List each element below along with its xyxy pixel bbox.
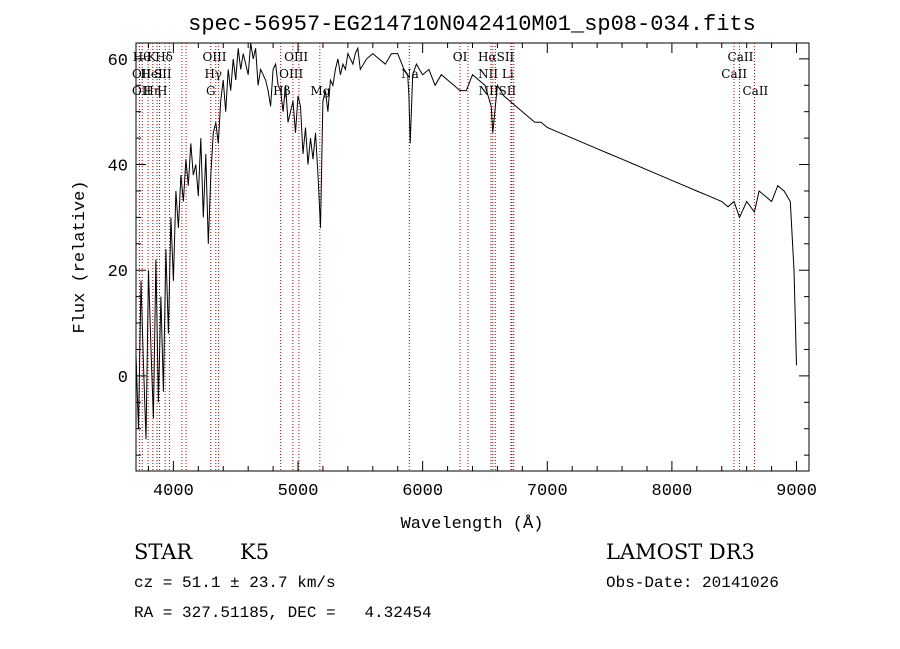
line-annotation: SII — [154, 67, 172, 81]
line-annotation: Mg — [310, 84, 330, 98]
line-annotation: CaII — [728, 50, 754, 64]
x-axis-label: Wavelength (Å) — [401, 515, 544, 534]
x-tick-label: 7000 — [527, 482, 568, 501]
line-annotation: OIII — [279, 67, 303, 81]
line-annotation: OIII — [202, 50, 226, 64]
x-tick-label: 5000 — [278, 482, 319, 501]
object-class: STAR — [134, 540, 193, 564]
line-annotation: HeI — [140, 67, 163, 81]
line-annotation: Hγ — [204, 67, 222, 81]
plot-frame — [135, 42, 810, 472]
line-annotation: Hη — [143, 84, 161, 98]
redshift-cz: cz = 51.1 ± 23.7 km/s — [134, 574, 336, 592]
x-tick-label: 8000 — [652, 482, 693, 501]
y-tick-label: 60 — [108, 52, 128, 71]
line-annotation: Hδ — [155, 50, 173, 64]
x-tick-label: 4000 — [153, 482, 194, 501]
y-tick-label: 20 — [108, 263, 128, 282]
line-annotation: OII — [132, 84, 152, 98]
line-annotation: CaII — [721, 67, 747, 81]
line-annotation: H — [157, 84, 167, 98]
line-annotation: NII Li — [478, 67, 514, 81]
y-tick-label: 40 — [108, 158, 128, 177]
x-tick-label: 6000 — [402, 482, 443, 501]
flux-series-line — [135, 42, 797, 440]
line-annotation: CaII — [742, 84, 768, 98]
survey-name: LAMOST DR3 — [606, 540, 755, 564]
y-tick-label: 0 — [118, 369, 128, 388]
line-annotation: K — [147, 50, 157, 64]
line-annotation: Hθ — [133, 50, 151, 64]
line-annotation: G — [206, 84, 216, 98]
object-subclass: K5 — [240, 540, 270, 564]
coordinates: RA = 327.51185, DEC = 4.32454 — [134, 604, 432, 622]
observation-date: Obs-Date: 20141026 — [606, 574, 779, 592]
line-annotation: OII — [132, 67, 152, 81]
x-tick-label: 9000 — [776, 482, 817, 501]
line-annotation: OI — [453, 50, 468, 64]
chart-title: spec-56957-EG214710N042410M01_sp08-034.f… — [188, 12, 756, 37]
line-annotation: HαSII — [478, 50, 515, 64]
line-annotation: Hβ — [273, 84, 290, 98]
y-axis-label: Flux (relative) — [71, 180, 90, 333]
line-annotation: OIII — [284, 50, 308, 64]
